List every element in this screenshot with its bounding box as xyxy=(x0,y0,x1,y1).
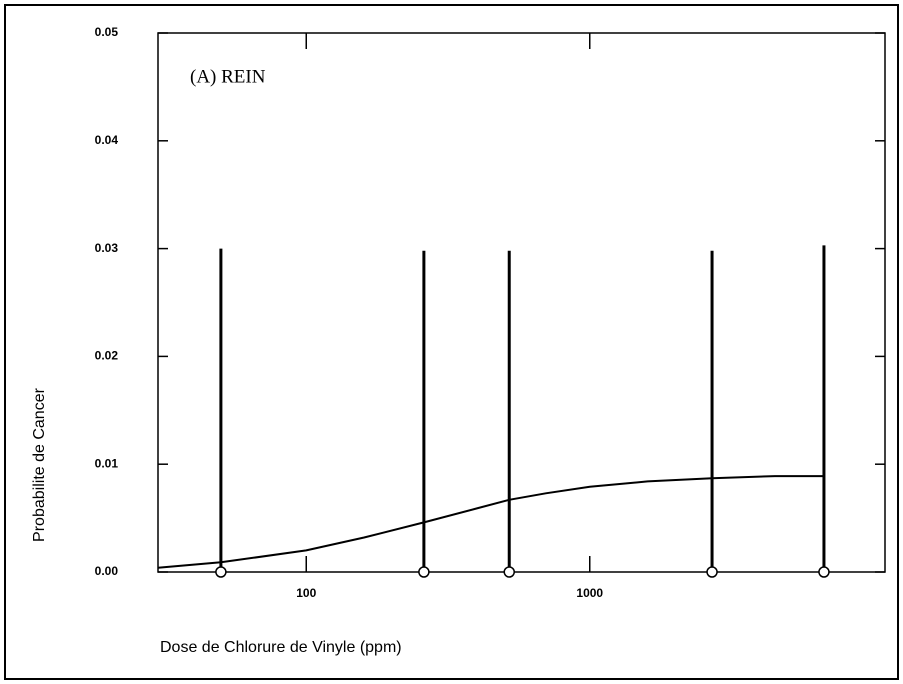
x-axis-label: Dose de Chlorure de Vinyle (ppm) xyxy=(160,639,402,656)
y-tick-label: 0.02 xyxy=(95,349,119,363)
x-tick-label: 100 xyxy=(296,586,316,600)
data-point xyxy=(818,566,830,578)
data-point xyxy=(503,566,515,578)
y-axis-label: Probabilite de Cancer xyxy=(31,387,48,542)
y-tick-label: 0.05 xyxy=(95,25,119,39)
y-tick-label: 0.00 xyxy=(95,564,119,578)
fit-curve xyxy=(157,475,824,569)
plot-area xyxy=(157,32,886,573)
frame xyxy=(4,4,899,680)
data-point xyxy=(215,566,227,578)
x-tick-label: 1000 xyxy=(576,586,603,600)
y-tick-label: 0.01 xyxy=(95,456,119,470)
y-tick-label: 0.04 xyxy=(95,133,119,147)
data-point xyxy=(706,566,718,578)
annotation: (A) REIN xyxy=(190,66,266,87)
y-tick-label: 0.03 xyxy=(95,241,119,255)
data-point xyxy=(418,566,430,578)
